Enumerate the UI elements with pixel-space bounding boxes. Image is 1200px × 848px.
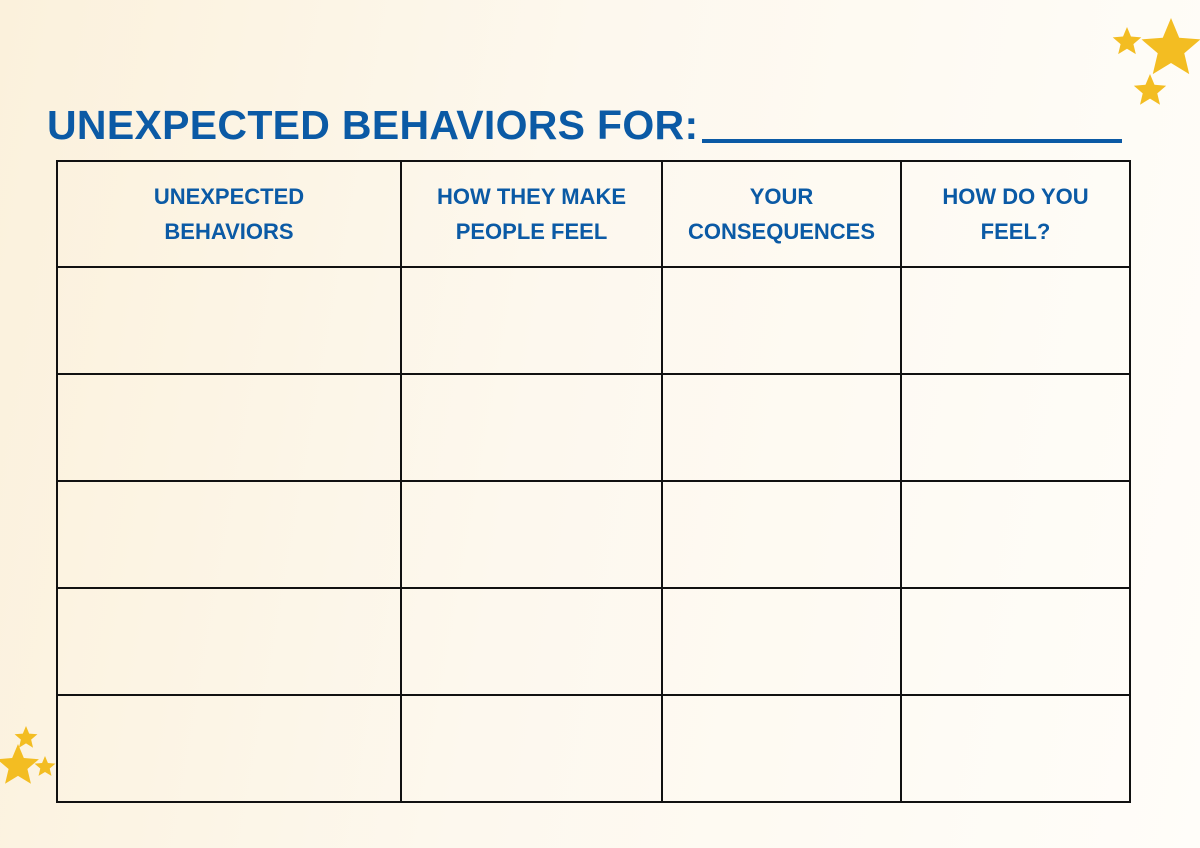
blank-answer-cell[interactable] <box>661 373 902 482</box>
header-row: UNEXPECTED BEHAVIORS HOW THEY MAKE PEOPL… <box>56 160 1131 268</box>
star-icon <box>14 726 38 748</box>
star-icon <box>1112 27 1142 55</box>
header-line: HOW DO YOU <box>942 184 1089 209</box>
behavior-worksheet-table: UNEXPECTED BEHAVIORS HOW THEY MAKE PEOPL… <box>56 160 1131 803</box>
star-icon <box>0 744 39 784</box>
header-line: UNEXPECTED <box>153 184 305 209</box>
blank-answer-cell[interactable] <box>56 587 402 696</box>
table-row <box>56 373 1131 482</box>
star-icon <box>34 756 56 776</box>
page-title: UNEXPECTED BEHAVIORS FOR: <box>47 102 699 148</box>
header-line: BEHAVIORS <box>164 219 294 244</box>
blank-answer-cell[interactable] <box>56 480 402 589</box>
header-unexpected-behaviors: UNEXPECTED BEHAVIORS <box>56 160 402 268</box>
header-your-consequences: YOUR CONSEQUENCES <box>661 160 902 268</box>
header-how-do-you-feel: HOW DO YOU FEEL? <box>900 160 1131 268</box>
blank-answer-cell[interactable] <box>900 694 1131 803</box>
table-row <box>56 694 1131 803</box>
header-line: YOUR <box>749 184 814 209</box>
header-line: FEEL? <box>980 219 1051 244</box>
header-how-they-make-people-feel: HOW THEY MAKE PEOPLE FEEL <box>400 160 663 268</box>
blank-answer-cell[interactable] <box>56 266 402 375</box>
table-row <box>56 587 1131 696</box>
star-icon <box>1141 18 1200 75</box>
blank-answer-cell[interactable] <box>661 480 902 589</box>
blank-answer-cell[interactable] <box>900 480 1131 589</box>
blank-answer-cell[interactable] <box>661 694 902 803</box>
name-fill-in-line <box>702 139 1123 143</box>
table-row <box>56 266 1131 375</box>
blank-answer-cell[interactable] <box>56 694 402 803</box>
worksheet-body <box>56 266 1131 803</box>
blank-answer-cell[interactable] <box>400 373 663 482</box>
blank-answer-cell[interactable] <box>900 587 1131 696</box>
blank-answer-cell[interactable] <box>400 587 663 696</box>
blank-answer-cell[interactable] <box>900 373 1131 482</box>
header-line: PEOPLE FEEL <box>455 219 608 244</box>
header-line: CONSEQUENCES <box>687 219 876 244</box>
blank-answer-cell[interactable] <box>400 266 663 375</box>
title-row: UNEXPECTED BEHAVIORS FOR: <box>47 86 1123 148</box>
blank-answer-cell[interactable] <box>400 480 663 589</box>
blank-answer-cell[interactable] <box>56 373 402 482</box>
blank-answer-cell[interactable] <box>400 694 663 803</box>
table-row <box>56 480 1131 589</box>
blank-answer-cell[interactable] <box>661 587 902 696</box>
blank-answer-cell[interactable] <box>661 266 902 375</box>
blank-answer-cell[interactable] <box>900 266 1131 375</box>
star-icon <box>1133 74 1167 105</box>
header-line: HOW THEY MAKE <box>436 184 627 209</box>
